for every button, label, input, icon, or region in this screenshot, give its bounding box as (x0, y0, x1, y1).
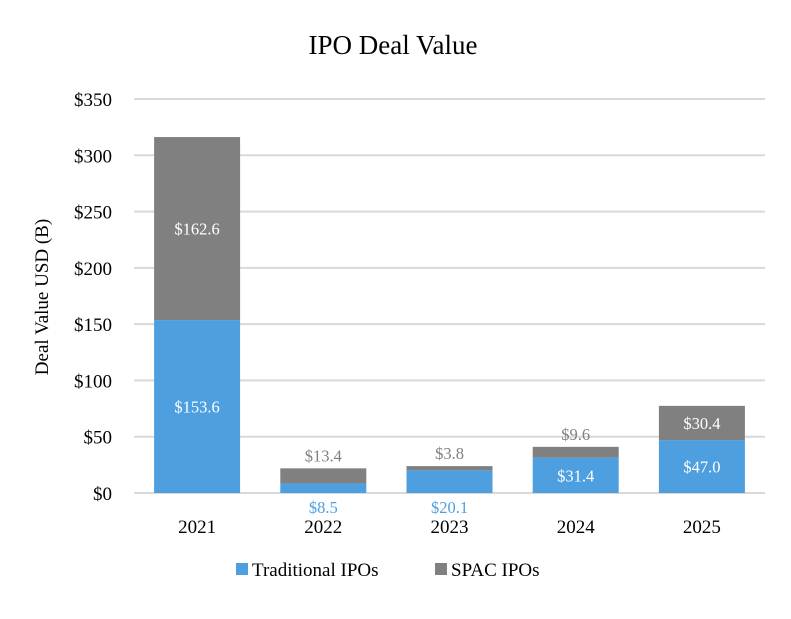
legend-label: SPAC IPOs (451, 560, 540, 581)
x-axis-ticks: 2021 2022 2023 2024 2025 (178, 517, 721, 538)
bar-spac-2021 (154, 137, 241, 321)
y-tick-label: $100 (74, 371, 112, 392)
data-label: $13.4 (305, 446, 342, 465)
bars (154, 137, 745, 493)
legend: Traditional IPOs SPAC IPOs (236, 560, 540, 581)
y-tick-label: $0 (93, 484, 112, 505)
data-label: $162.6 (174, 220, 219, 239)
bar-traditional-2021 (154, 320, 241, 493)
bar-traditional-2023 (406, 470, 493, 493)
legend-swatch-spac (435, 563, 447, 575)
bar-spac-2025 (658, 405, 745, 441)
data-label: $9.6 (561, 425, 590, 444)
data-label: $31.4 (557, 466, 594, 485)
legend-label: Traditional IPOs (252, 560, 379, 581)
y-tick-label: $350 (74, 90, 112, 111)
data-label: $3.8 (435, 444, 464, 463)
legend-swatch-traditional (236, 563, 248, 575)
y-tick-label: $250 (74, 203, 112, 224)
y-tick-label: $200 (74, 259, 112, 280)
bar-traditional-2024 (532, 457, 619, 493)
data-label: $47.0 (683, 458, 720, 477)
bar-traditional-2025 (658, 440, 745, 493)
chart-title: IPO Deal Value (309, 30, 478, 60)
y-axis-ticks: $0 $50 $100 $150 $200 $250 $300 $350 (74, 90, 112, 505)
y-tick-label: $50 (84, 428, 113, 449)
bar-spac-2023 (406, 466, 493, 471)
y-tick-label: $150 (74, 315, 112, 336)
y-tick-label: $300 (74, 146, 112, 167)
bar-spac-2024 (532, 446, 619, 458)
bar-spac-2022 (280, 468, 367, 484)
data-label: $30.4 (683, 414, 720, 433)
x-tick-label: 2024 (557, 517, 596, 538)
y-axis-label: Deal Value USD (B) (32, 219, 53, 375)
data-labels: $153.6 $162.6 $8.5 $13.4 $20.1 $3.8 $31.4 $9.6 $… (174, 220, 720, 517)
bar-traditional-2022 (280, 483, 367, 493)
x-tick-label: 2025 (683, 517, 721, 538)
data-label: $153.6 (174, 398, 219, 417)
data-label: $20.1 (431, 498, 468, 517)
data-label: $8.5 (309, 498, 338, 517)
x-tick-label: 2021 (178, 517, 216, 538)
x-tick-label: 2023 (431, 517, 469, 538)
x-tick-label: 2022 (304, 517, 342, 538)
